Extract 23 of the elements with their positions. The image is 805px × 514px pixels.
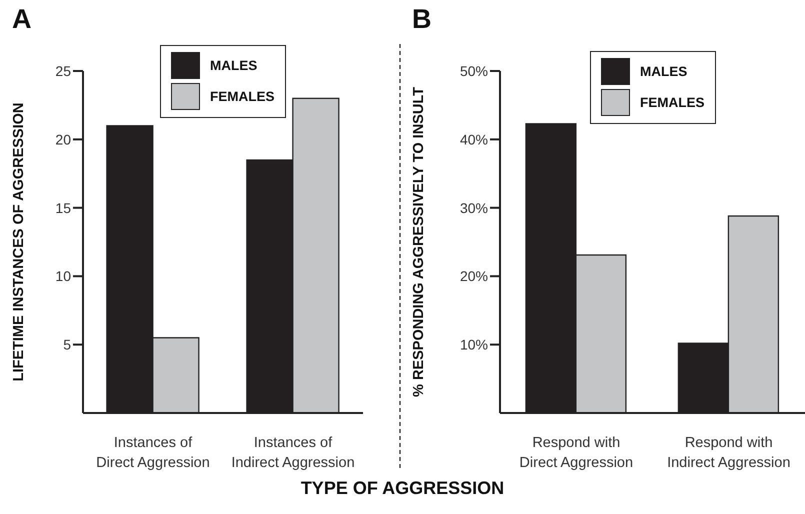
y-tick-label: 5 (63, 336, 72, 353)
x-tick-label: Instances of Direct Aggression (96, 435, 210, 471)
x-tick-label: Instances of Indirect Aggression (231, 435, 355, 471)
y-axis-title: LIFETIME INSTANCES OF AGGRESSION (11, 102, 28, 382)
y-tick-label: 20% (460, 268, 488, 284)
x-tick-label: Respond with Direct Aggression (519, 435, 634, 471)
x-axis-title: TYPE OF AGGRESSION (300, 478, 506, 499)
y-tick-label: 15 (55, 200, 72, 216)
y-tick-label: 20 (55, 131, 72, 148)
x-tick-label: Respond with Indirect Aggression (667, 435, 790, 471)
legend-label: MALES (210, 58, 258, 73)
y-axis-title: % RESPONDING AGGRESSIVELY TO INSULT (411, 86, 428, 397)
y-tick-label: 30% (460, 200, 488, 216)
legend-label: FEMALES (210, 89, 275, 104)
legend-label: FEMALES (640, 95, 705, 110)
y-tick-label: 10 (55, 268, 72, 284)
chart-title: A (12, 4, 32, 35)
legend-label: MALES (640, 64, 688, 79)
chart-title: B (412, 4, 432, 35)
y-tick-label: 25 (55, 62, 72, 79)
y-tick-label: 10% (460, 336, 488, 353)
y-tick-label: 40% (460, 131, 488, 148)
y-tick-label: 50% (460, 62, 488, 79)
